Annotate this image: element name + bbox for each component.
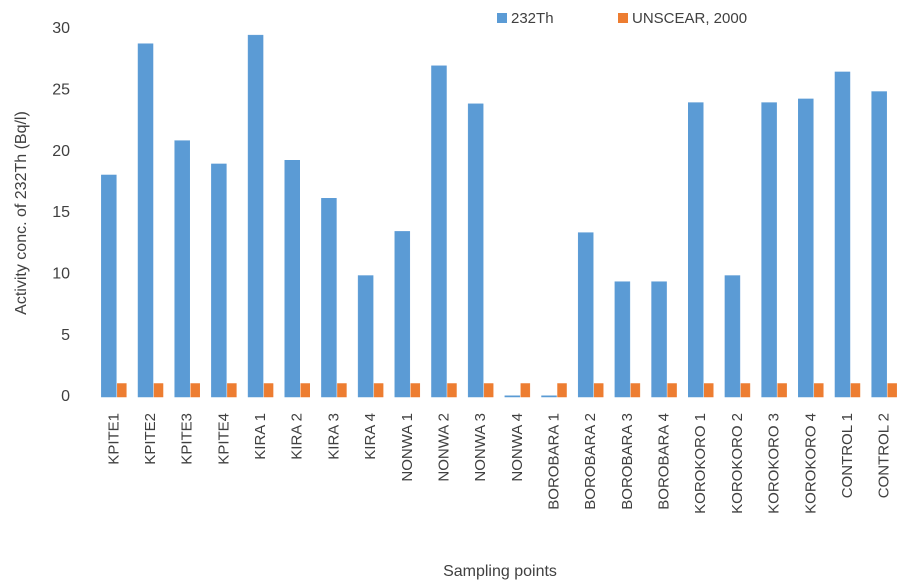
x-tick-label: KPITE4 [215, 413, 232, 465]
x-tick-label: KPITE2 [142, 413, 159, 465]
bar [814, 383, 824, 398]
y-tick-label: 30 [52, 20, 70, 37]
legend-swatch [497, 13, 507, 23]
bar [834, 71, 851, 398]
bar [394, 231, 411, 398]
bar [557, 383, 567, 398]
bar [724, 275, 741, 398]
bar [614, 281, 631, 398]
bar [410, 383, 421, 398]
bar [300, 383, 310, 398]
bar [520, 383, 531, 398]
x-tick-label: KPITE1 [105, 413, 122, 465]
bar [504, 395, 521, 398]
bar [593, 383, 604, 398]
y-tick-label: 0 [61, 388, 70, 405]
y-tick-label: 15 [52, 204, 70, 221]
bar [577, 232, 594, 398]
bar [263, 383, 274, 398]
y-tick-label: 5 [61, 327, 70, 344]
bar [887, 383, 897, 398]
bar [117, 383, 127, 398]
bar [761, 102, 777, 398]
x-axis-title: Sampling points [443, 563, 557, 580]
y-axis-title: Activity conc. of 232Th (Bq/l) [13, 111, 30, 315]
bar [137, 43, 154, 398]
x-tick-label: KPITE3 [179, 413, 196, 465]
bar [871, 91, 887, 398]
y-tick-label: 20 [52, 143, 70, 160]
bar [321, 198, 337, 398]
bar [447, 383, 457, 398]
legend-label: UNSCEAR, 2000 [632, 10, 747, 27]
x-tick-label: KOROKORO 4 [802, 413, 819, 514]
bar [101, 174, 117, 398]
x-tick-label: BOROBARA 3 [619, 413, 636, 510]
bar [798, 98, 814, 398]
bar [284, 160, 300, 398]
y-tick-label: 10 [52, 266, 70, 283]
x-tick-label: CONTROL 1 [839, 413, 856, 498]
x-tick-label: NONWA 3 [472, 413, 489, 482]
bar [704, 383, 714, 398]
bar [357, 275, 374, 398]
bar [247, 34, 264, 398]
bar [211, 163, 227, 398]
legend-label: 232Th [511, 10, 554, 27]
y-tick-label: 25 [52, 82, 70, 99]
bar [483, 383, 494, 398]
bar [541, 395, 557, 398]
bar [630, 383, 641, 398]
x-tick-label: BOROBARA 4 [656, 413, 673, 510]
legend-swatch [618, 13, 628, 23]
bar [227, 383, 237, 398]
bar [467, 103, 484, 398]
bar [667, 383, 677, 398]
x-tick-label: KIRA 2 [289, 413, 306, 460]
bar [651, 281, 667, 398]
bar [174, 140, 190, 398]
bar [431, 65, 447, 398]
bar [153, 383, 164, 398]
x-tick-label: CONTROL 2 [876, 413, 893, 498]
x-tick-label: NONWA 2 [435, 413, 452, 482]
bar [850, 383, 861, 398]
x-tick-label: KIRA 1 [252, 413, 269, 460]
bar [373, 383, 384, 398]
x-tick-label: NONWA 4 [509, 413, 526, 482]
x-tick-label: NONWA 1 [399, 413, 416, 482]
x-tick-label: KIRA 4 [362, 413, 379, 460]
bar [688, 102, 704, 398]
bar [777, 383, 787, 398]
x-tick-label: BOROBARA 2 [582, 413, 599, 510]
x-tick-label: KOROKORO 2 [729, 413, 746, 514]
x-tick-label: KIRA 3 [325, 413, 342, 460]
x-tick-label: BOROBARA 1 [545, 413, 562, 510]
x-tick-label: KOROKORO 3 [766, 413, 783, 514]
bar [190, 383, 200, 398]
bar [337, 383, 347, 398]
bar [740, 383, 751, 398]
x-tick-label: KOROKORO 1 [692, 413, 709, 514]
